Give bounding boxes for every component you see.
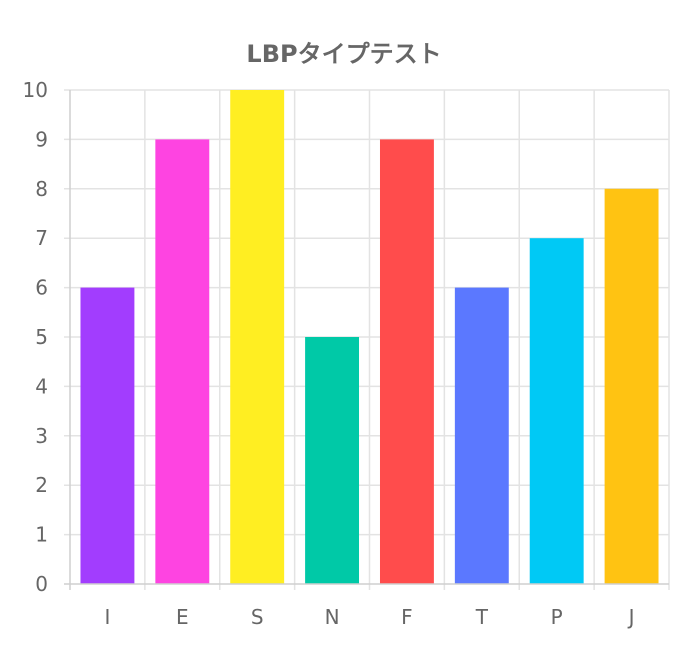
bar-t [454,287,509,584]
bar-j [604,188,659,585]
bar-e [155,139,210,584]
bars [80,90,659,585]
y-tick-label: 8 [35,177,48,201]
bar-n [305,337,360,584]
x-tick-label: E [176,605,189,629]
x-tick-label: I [104,605,110,629]
y-tick-label: 0 [35,572,48,596]
y-tick-label: 10 [23,78,48,102]
x-tick-label: N [325,605,340,629]
y-tick-label: 3 [35,424,48,448]
x-tick-label: S [251,605,264,629]
x-tick-label: F [401,605,413,629]
x-tick-label: J [627,605,635,629]
y-tick-label: 9 [35,127,48,151]
y-tick-label: 6 [35,276,48,300]
bar-s [230,90,285,584]
y-tick-label: 2 [35,473,48,497]
bar-i [80,287,135,584]
chart-title: LBPタイプテスト [246,40,441,68]
axes [64,90,669,590]
y-tick-label: 4 [35,374,48,398]
x-tick-label: T [475,605,489,629]
x-tick-label: P [551,605,563,629]
bar-f [379,139,434,584]
y-tick-label: 1 [35,523,48,547]
bar-p [529,238,584,584]
y-tick-labels: 0 1 2 3 4 5 6 7 8 9 10 [23,78,48,596]
y-tick-label: 7 [35,226,48,250]
y-tick-label: 5 [35,325,48,349]
